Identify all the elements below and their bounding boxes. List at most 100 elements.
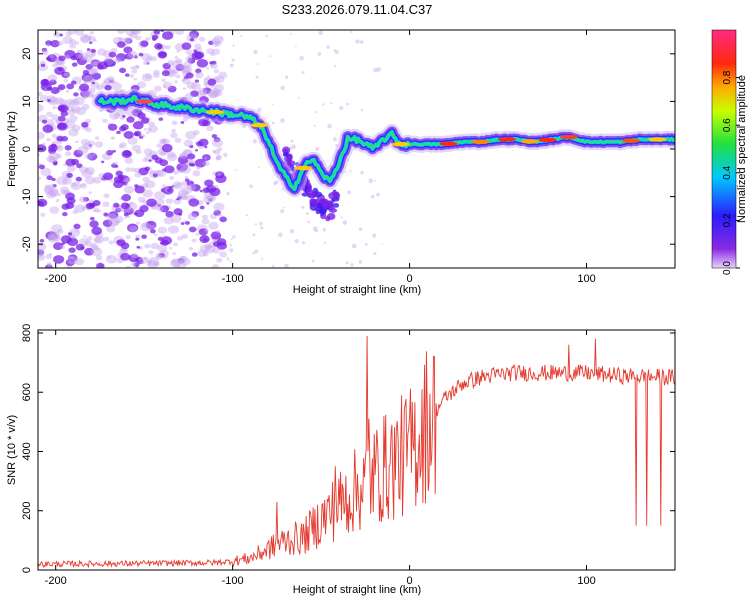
noise-blob bbox=[67, 232, 73, 236]
noise-blob bbox=[113, 113, 120, 119]
noise-blob bbox=[176, 162, 188, 172]
noise-blob bbox=[206, 125, 214, 132]
noise-blob bbox=[156, 252, 163, 258]
noise-blob bbox=[86, 236, 93, 241]
noise-blob bbox=[123, 130, 134, 139]
noise-blob bbox=[282, 206, 285, 209]
noise-blob bbox=[108, 51, 117, 58]
noise-blob bbox=[230, 237, 233, 241]
noise-blob bbox=[133, 65, 140, 70]
noise-blob bbox=[344, 170, 347, 174]
noise-blob bbox=[50, 40, 60, 48]
noise-blob bbox=[136, 81, 147, 89]
noise-blob bbox=[142, 176, 150, 183]
noise-blob bbox=[358, 227, 363, 232]
noise-blob bbox=[135, 256, 143, 263]
noise-blob bbox=[152, 37, 157, 41]
noise-blob bbox=[152, 173, 158, 178]
noise-blob bbox=[73, 149, 84, 158]
noise-blob bbox=[51, 114, 59, 121]
noise-blob bbox=[51, 134, 57, 139]
noise-blob bbox=[182, 65, 188, 70]
noise-blob bbox=[139, 205, 149, 213]
noise-blob bbox=[60, 235, 72, 244]
noise-blob bbox=[145, 56, 153, 62]
noise-blob bbox=[149, 228, 156, 234]
noise-blob bbox=[144, 243, 151, 249]
noise-blob bbox=[177, 257, 185, 264]
noise-blob bbox=[135, 237, 140, 241]
noise-blob bbox=[216, 154, 222, 159]
noise-blob bbox=[161, 236, 173, 245]
noise-blob bbox=[62, 212, 68, 217]
noise-blob bbox=[78, 166, 88, 173]
noise-blob bbox=[171, 128, 177, 133]
noise-blob bbox=[64, 54, 71, 60]
noise-blob bbox=[208, 90, 219, 98]
colorbar-tick-label: 0.8 bbox=[722, 70, 733, 84]
noise-blob bbox=[260, 226, 264, 230]
noise-blob bbox=[185, 56, 193, 62]
noise-blob bbox=[114, 42, 118, 45]
noise-blob bbox=[74, 41, 80, 45]
noise-blob bbox=[349, 170, 352, 173]
x-tick-label: -100 bbox=[222, 575, 244, 587]
noise-blob bbox=[164, 45, 171, 50]
noise-blob bbox=[116, 130, 121, 135]
noise-blob bbox=[84, 176, 96, 185]
noise-blob bbox=[75, 140, 79, 144]
noise-blob bbox=[180, 121, 185, 124]
noise-blob bbox=[123, 178, 129, 183]
noise-blob bbox=[253, 50, 258, 55]
noise-blob bbox=[80, 89, 91, 98]
noise-blob bbox=[48, 144, 58, 152]
noise-blob bbox=[133, 262, 140, 268]
noise-blob bbox=[71, 182, 78, 188]
noise-blob bbox=[207, 90, 219, 99]
noise-blob bbox=[138, 52, 144, 57]
noise-blob bbox=[67, 110, 76, 116]
noise-blob bbox=[208, 40, 214, 45]
noise-blob bbox=[177, 189, 189, 198]
colorbar-tick-label: 0.0 bbox=[722, 261, 733, 275]
noise-blob bbox=[88, 87, 96, 94]
noise-blob bbox=[322, 228, 326, 232]
noise-blob bbox=[46, 175, 53, 181]
noise-blob bbox=[86, 48, 91, 51]
noise-blob bbox=[110, 179, 114, 183]
noise-blob bbox=[89, 41, 93, 44]
noise-blob bbox=[113, 202, 120, 208]
noise-blob bbox=[52, 233, 61, 240]
noise-blob bbox=[213, 209, 221, 216]
noise-blob bbox=[135, 221, 141, 225]
noise-blob bbox=[201, 214, 208, 220]
noise-blob bbox=[213, 84, 224, 92]
noise-blob bbox=[94, 136, 100, 140]
noise-blob bbox=[81, 183, 86, 187]
noise-blob bbox=[140, 117, 150, 124]
noise-blob bbox=[84, 247, 95, 256]
noise-blob bbox=[218, 71, 228, 79]
noise-blob bbox=[202, 161, 210, 167]
noise-blob bbox=[156, 254, 163, 260]
noise-blob bbox=[135, 149, 142, 155]
noise-blob bbox=[124, 167, 132, 172]
noise-blob bbox=[65, 98, 76, 108]
colorbar: 0.0 0.2 0.4 0.6 0.8 Normalized spectral ampl… bbox=[711, 29, 748, 275]
noise-blob bbox=[39, 238, 45, 243]
y-tick-label: 800 bbox=[21, 324, 33, 342]
noise-blob bbox=[350, 263, 354, 267]
noise-blob bbox=[127, 50, 138, 59]
noise-blob bbox=[109, 111, 121, 120]
x-tick-label: 0 bbox=[407, 575, 413, 587]
noise-blob bbox=[194, 43, 202, 50]
noise-blob bbox=[38, 104, 44, 113]
noise-blob bbox=[46, 262, 52, 266]
noise-blob bbox=[209, 187, 221, 197]
noise-blob bbox=[143, 256, 149, 261]
noise-blob bbox=[87, 152, 98, 161]
x-tick-label: 100 bbox=[577, 273, 595, 285]
noise-blob bbox=[175, 58, 183, 64]
noise-blob bbox=[254, 223, 258, 226]
noise-blob bbox=[47, 96, 59, 106]
